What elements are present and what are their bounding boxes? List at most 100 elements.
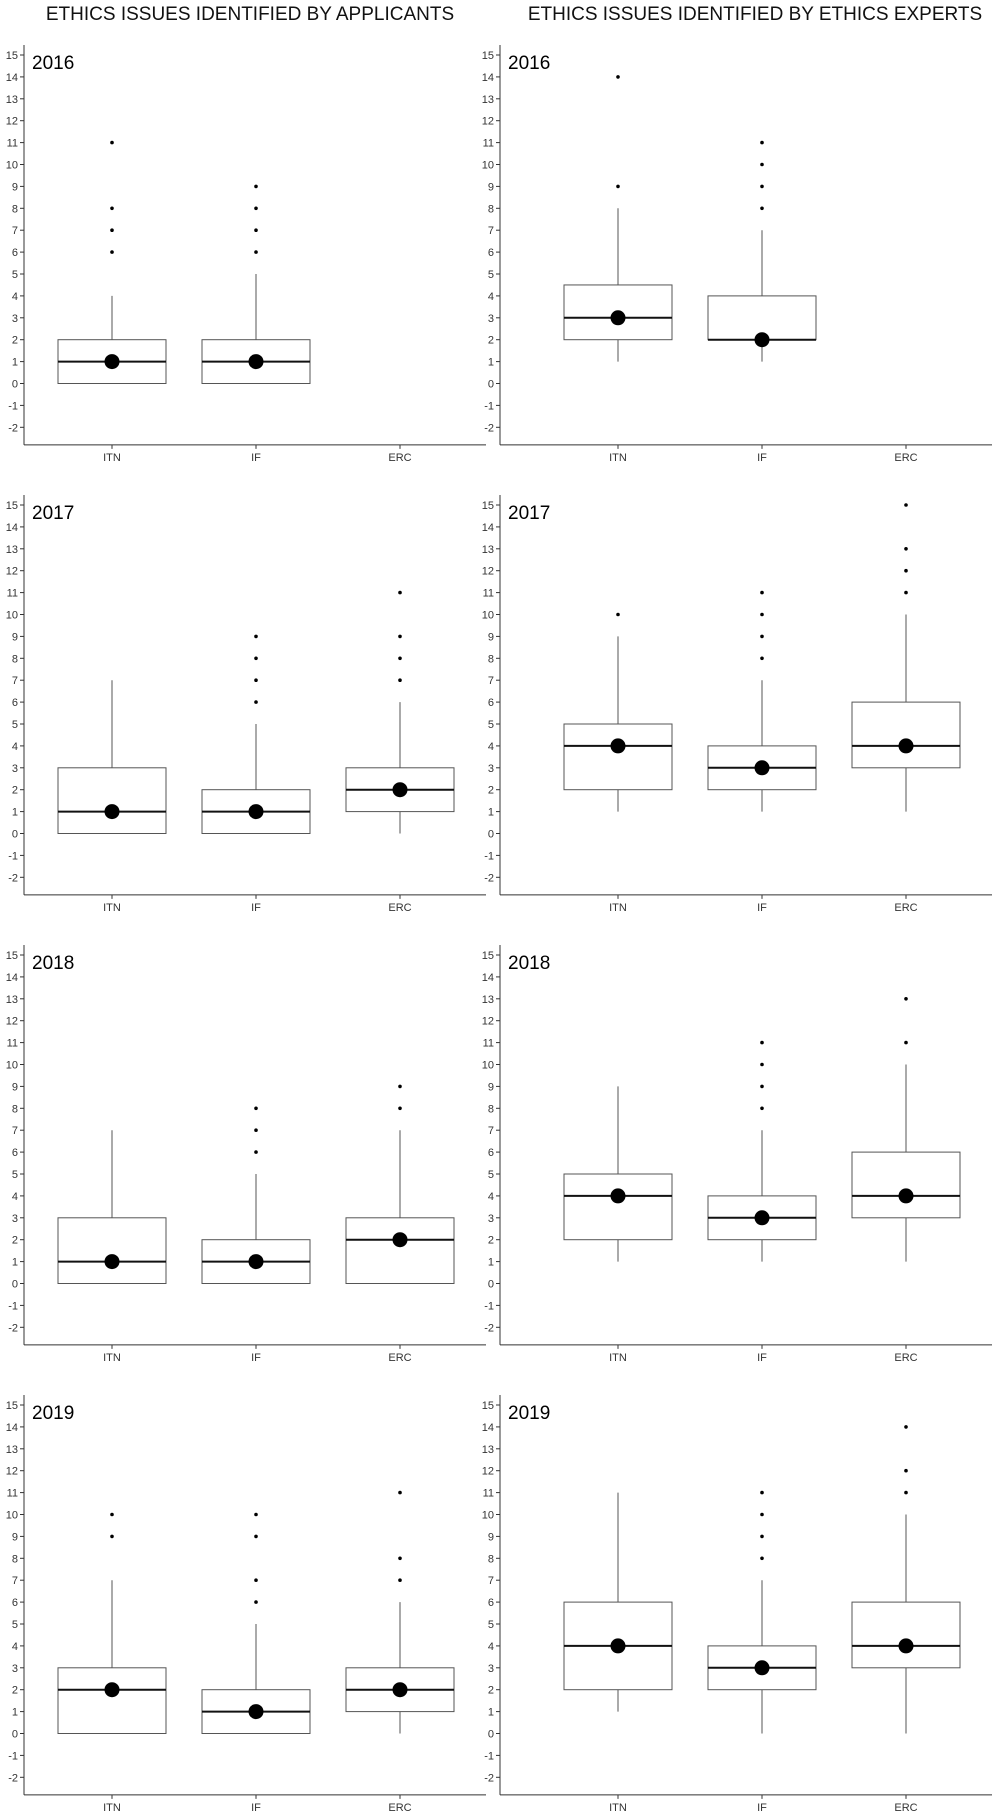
y-tick-label: 0: [488, 1279, 494, 1291]
y-tick-label: 15: [6, 500, 18, 512]
y-tick-label: 11: [483, 1488, 494, 1500]
y-tick-label: 15: [482, 950, 494, 962]
x-tick-label: IF: [757, 452, 767, 464]
y-tick-label: 9: [488, 1531, 494, 1543]
box-erc: [851, 1425, 961, 1734]
outlier-point: [904, 590, 908, 595]
y-tick-label: 6: [488, 247, 494, 259]
iqr-box: [563, 723, 673, 791]
y-tick-label: 0: [488, 379, 494, 391]
mean-point: [610, 310, 626, 326]
iqr-box: [57, 1217, 167, 1285]
x-tick-label: ITN: [103, 452, 121, 464]
x-tick-label: IF: [757, 1352, 767, 1364]
y-tick-label: 13: [6, 1444, 18, 1456]
y-tick-label: 3: [488, 763, 494, 775]
y-tick-label: 9: [12, 181, 18, 193]
mean-point: [898, 1188, 914, 1204]
y-tick-label: 9: [12, 1531, 18, 1543]
y-tick-label: 4: [12, 741, 18, 753]
y-tick-label: 0: [12, 829, 18, 841]
y-tick-label: -2: [8, 872, 18, 884]
y-tick-label: -1: [8, 850, 18, 862]
box-if: [201, 1106, 311, 1284]
y-tick-label: 2: [488, 335, 494, 347]
y-tick-label: -1: [484, 400, 494, 412]
iqr-box: [345, 1217, 455, 1285]
y-tick-label: -1: [8, 400, 18, 412]
box-erc: [345, 1084, 455, 1285]
year-label: 2017: [32, 503, 74, 524]
y-tick-label: 14: [482, 972, 494, 984]
y-tick-label: 7: [12, 1575, 18, 1587]
y-tick-label: 10: [482, 1510, 494, 1522]
year-label: 2016: [508, 53, 550, 74]
y-tick-label: 2: [12, 335, 18, 347]
y-tick-label: 10: [6, 1510, 18, 1522]
y-tick-label: 7: [488, 225, 494, 237]
y-tick-label: 4: [488, 1641, 494, 1653]
box-if: [201, 634, 311, 835]
outlier-point: [398, 1490, 402, 1495]
y-tick-label: 5: [488, 1169, 494, 1181]
y-tick-label: 10: [6, 610, 18, 622]
mean-point: [248, 1704, 264, 1720]
outlier-point: [904, 1490, 908, 1495]
y-tick-label: 6: [488, 1147, 494, 1159]
y-tick-label: 9: [488, 181, 494, 193]
y-tick-label: 5: [488, 1619, 494, 1631]
x-tick-label: ERC: [388, 902, 411, 914]
x-tick-label: ERC: [388, 1802, 411, 1813]
x-tick-label: IF: [757, 902, 767, 914]
y-tick-label: 3: [12, 313, 18, 325]
y-tick-label: 1: [12, 1707, 18, 1719]
outlier-point: [254, 1600, 258, 1604]
y-tick-label: 8: [12, 203, 18, 215]
y-tick-label: 5: [488, 269, 494, 281]
y-tick-label: 11: [7, 1038, 18, 1050]
mean-point: [610, 738, 626, 754]
y-tick-label: -1: [8, 1300, 18, 1312]
outlier-point: [254, 228, 258, 232]
outlier-point: [254, 1512, 258, 1517]
y-tick-label: 14: [482, 1422, 494, 1434]
y-tick-label: 14: [6, 522, 18, 534]
box-if: [201, 1512, 311, 1734]
outlier-point: [760, 1512, 764, 1517]
y-tick-label: -2: [484, 1322, 494, 1334]
y-tick-label: -1: [484, 1750, 494, 1762]
mean-point: [610, 1638, 626, 1654]
iqr-box: [57, 767, 167, 834]
y-tick-label: 13: [482, 994, 494, 1006]
y-tick-label: 7: [488, 1575, 494, 1587]
y-tick-label: 9: [488, 1081, 494, 1093]
y-tick-label: 13: [6, 94, 18, 106]
column-title-applicants: ETHICS ISSUES IDENTIFIED BY APPLICANTS: [45, 4, 455, 25]
y-tick-label: 8: [12, 653, 18, 665]
x-tick-label: IF: [251, 452, 261, 464]
y-tick-label: 3: [12, 1663, 18, 1675]
x-tick-label: ITN: [103, 1352, 121, 1364]
outlier-point: [254, 250, 258, 254]
outlier-point: [760, 162, 764, 167]
y-tick-label: 1: [488, 1257, 494, 1269]
iqr-box: [851, 1601, 961, 1669]
outlier-point: [254, 634, 258, 639]
y-tick-label: -2: [8, 422, 18, 434]
y-tick-label: 8: [488, 653, 494, 665]
y-tick-label: 15: [482, 50, 494, 62]
y-tick-label: 3: [12, 1213, 18, 1225]
y-tick-label: 12: [6, 566, 18, 578]
outlier-point: [760, 1084, 764, 1089]
y-tick-label: 10: [6, 160, 18, 172]
outlier-point: [904, 503, 908, 507]
outlier-point: [110, 250, 114, 254]
mean-point: [104, 1682, 120, 1698]
y-tick-label: 10: [482, 160, 494, 172]
y-tick-label: 14: [482, 522, 494, 534]
mean-point: [104, 804, 120, 820]
y-tick-label: 4: [488, 1191, 494, 1203]
